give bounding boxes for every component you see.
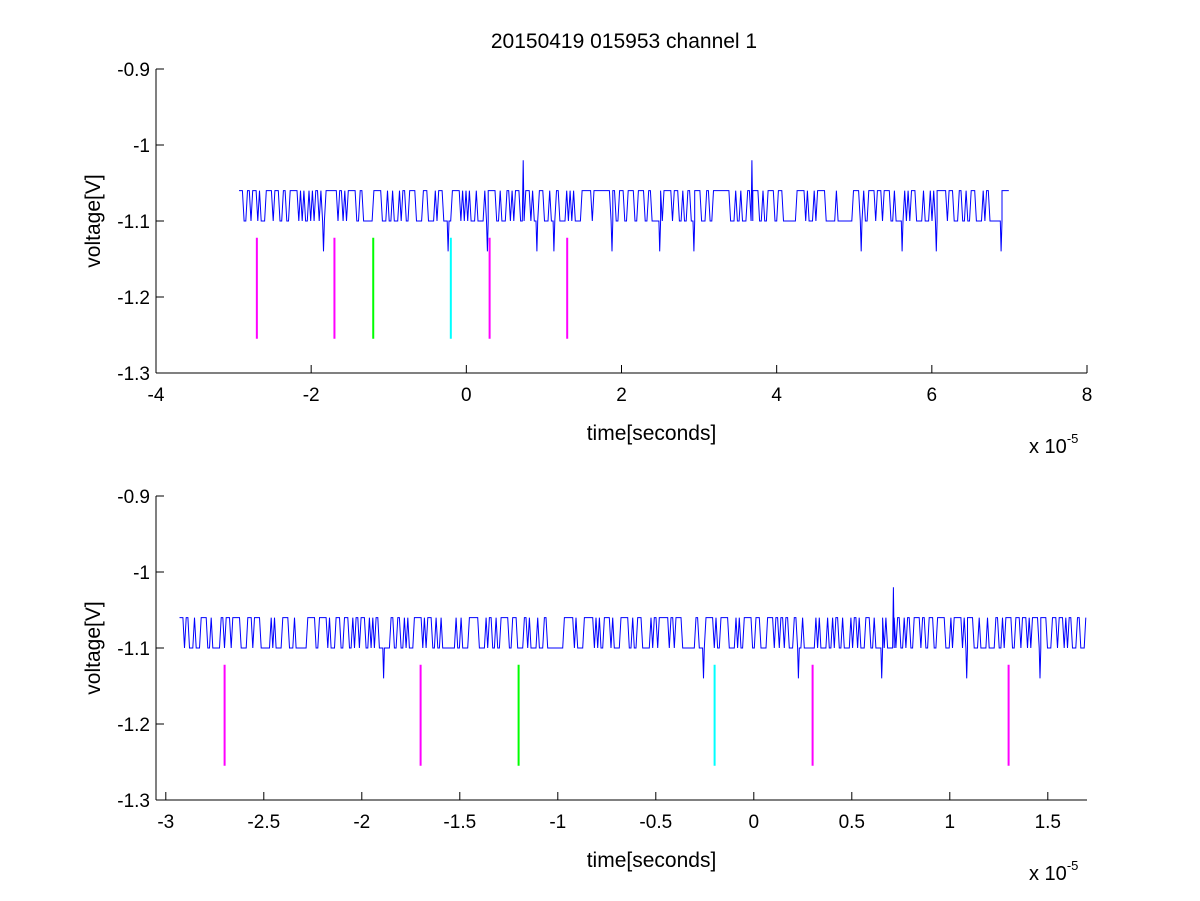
y-tick-label: -1.3 [117, 791, 150, 812]
bottom-plot: -0.9 -1 -1.1 -1.2 -1.3 -3 -2.5 -2 -1.5 -1 -0.5 0 0.5… [82, 487, 1087, 885]
x-tick-label: 0.5 [839, 812, 865, 833]
x-tick-label: -1.5 [443, 812, 476, 833]
y-tick-label: -1 [133, 136, 150, 157]
y-tick-label: -1 [133, 563, 150, 584]
x-tick-label: -2 [303, 385, 320, 406]
x-tick-label: 6 [927, 385, 938, 406]
x-tick-label: 1 [945, 812, 956, 833]
x-axis-label: time[seconds] [587, 849, 717, 872]
y-tick-label: -1.1 [117, 212, 150, 233]
x-exponent-label: x 10-5 [1029, 858, 1078, 885]
x-tick-label: 0 [461, 385, 472, 406]
y-tick-label: -1.3 [117, 364, 150, 385]
chart-title: 20150419 015953 channel 1 [491, 30, 757, 53]
x-tick-label: -0.5 [639, 812, 672, 833]
x-tick-label: 4 [771, 385, 782, 406]
top-plot: -0.9 -1 -1.1 -1.2 -1.3-4 -2 0 2 4 6 8 time[seconds]… [82, 60, 1092, 458]
signal-trace [239, 160, 1009, 252]
y-axis-label: voltage[V] [82, 601, 105, 694]
x-tick-label: -2.5 [247, 812, 280, 833]
x-tick-label: 8 [1082, 385, 1093, 406]
x-tick-label: 1.5 [1035, 812, 1061, 833]
x-axis-label: time[seconds] [587, 422, 717, 445]
y-tick-label: -0.9 [117, 60, 150, 81]
y-tick-label: -1.2 [117, 715, 150, 736]
x-tick-label: 2 [616, 385, 627, 406]
x-exponent-label: x 10-5 [1029, 431, 1078, 458]
x-tick-label: -2 [353, 812, 370, 833]
x-tick-label: 0 [749, 812, 760, 833]
y-tick-label: -0.9 [117, 487, 150, 508]
y-tick-label: -1.1 [117, 639, 150, 660]
x-tick-label: -4 [148, 385, 165, 406]
signal-trace [179, 587, 1087, 679]
y-tick-label: -1.2 [117, 288, 150, 309]
x-tick-label: -1 [549, 812, 566, 833]
x-tick-label: -3 [157, 812, 174, 833]
y-axis-label: voltage[V] [82, 174, 105, 267]
